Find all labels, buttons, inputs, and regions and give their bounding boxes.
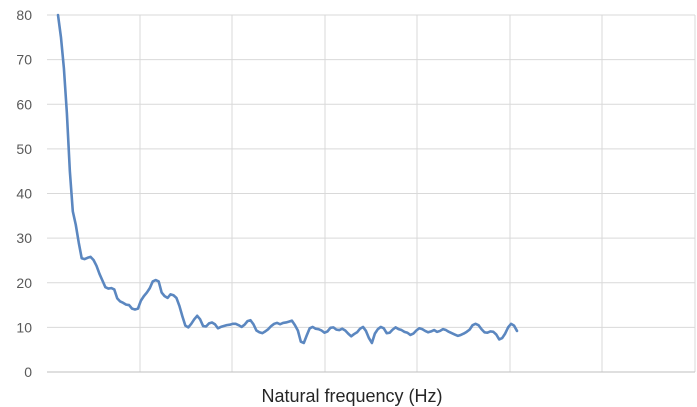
- y-tick-label: 70: [16, 52, 32, 68]
- y-tick-label: 80: [16, 7, 32, 23]
- y-axis-tick-labels: 0 10 20 30 40 50 60 70 80: [16, 7, 32, 380]
- y-tick-label: 10: [16, 319, 32, 335]
- y-tick-label: 20: [16, 275, 32, 291]
- y-tick-label: 60: [16, 96, 32, 112]
- x-axis-title: Natural frequency (Hz): [261, 386, 442, 406]
- series-line: [56, 13, 519, 345]
- y-tick-label: 50: [16, 141, 32, 157]
- y-tick-label: 40: [16, 186, 32, 202]
- horizontal-gridlines: [47, 14, 695, 328]
- y-tick-label: 0: [24, 364, 32, 380]
- y-tick-label: 30: [16, 230, 32, 246]
